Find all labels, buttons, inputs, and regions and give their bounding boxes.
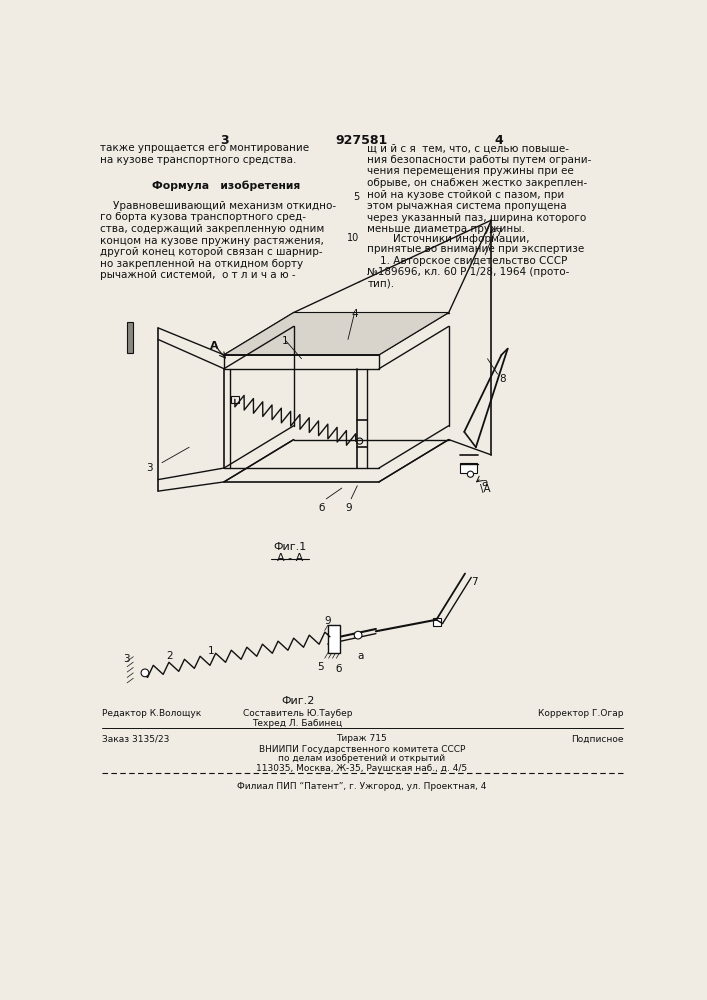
- Text: б: б: [336, 664, 342, 674]
- Text: 7: 7: [495, 228, 502, 238]
- Text: а: а: [357, 651, 363, 661]
- Text: 4: 4: [352, 309, 358, 319]
- Text: 8: 8: [499, 374, 506, 384]
- Text: 7: 7: [472, 577, 478, 587]
- Text: 927581: 927581: [336, 134, 388, 147]
- Text: \A: \A: [480, 484, 491, 494]
- Text: принятые во внимание при экспертизе
    1. Авторское свидетельство СССР
№189696,: принятые во внимание при экспертизе 1. А…: [368, 244, 585, 289]
- Text: Источники информации,: Источники информации,: [368, 234, 530, 244]
- Text: Корректор Г.Огар: Корректор Г.Огар: [537, 709, 623, 718]
- Text: Техред Л. Бабинец: Техред Л. Бабинец: [252, 719, 343, 728]
- Text: Фиг.2: Фиг.2: [281, 696, 315, 706]
- Text: Фиг.1: Фиг.1: [273, 542, 307, 552]
- Text: 1: 1: [208, 646, 214, 656]
- Text: б: б: [319, 503, 325, 513]
- Text: а: а: [481, 478, 488, 488]
- Text: А - А: А - А: [276, 553, 303, 563]
- Text: Заказ 3135/23: Заказ 3135/23: [103, 734, 170, 743]
- Text: по делам изобретений и открытий: по делам изобретений и открытий: [279, 754, 445, 763]
- Text: 9: 9: [325, 616, 332, 626]
- Text: ВНИИПИ Государственного комитета СССР: ВНИИПИ Государственного комитета СССР: [259, 745, 465, 754]
- Bar: [460, 463, 477, 473]
- Circle shape: [467, 471, 474, 477]
- Text: 10: 10: [347, 233, 360, 243]
- Text: А: А: [210, 341, 218, 351]
- Text: 113035, Москва, Ж-35, Раушская наб., д. 4/5: 113035, Москва, Ж-35, Раушская наб., д. …: [257, 764, 467, 773]
- Text: также упрощается его монтирование
на кузове транспортного средства.: также упрощается его монтирование на куз…: [100, 143, 309, 165]
- Text: 3: 3: [220, 134, 228, 147]
- Text: 3: 3: [123, 654, 130, 664]
- Text: Формула   изобретения: Формула изобретения: [152, 180, 300, 191]
- Circle shape: [354, 631, 362, 639]
- Text: 2: 2: [166, 651, 173, 661]
- Bar: [231, 396, 239, 403]
- Text: 4: 4: [495, 134, 503, 147]
- Text: 5: 5: [354, 192, 360, 202]
- Text: Составитель Ю.Таубер: Составитель Ю.Таубер: [243, 709, 352, 718]
- Text: 3: 3: [146, 463, 153, 473]
- Bar: [433, 618, 441, 626]
- Text: Филиал ПИП “Патент”, г. Ужгород, ул. Проектная, 4: Филиал ПИП “Патент”, г. Ужгород, ул. Про…: [238, 782, 486, 791]
- Text: 9: 9: [346, 503, 352, 513]
- Text: 5: 5: [317, 662, 324, 672]
- Text: Тираж 715: Тираж 715: [337, 734, 387, 743]
- Text: Редактор К.Волощук: Редактор К.Волощук: [103, 709, 201, 718]
- Text: щ и й с я  тем, что, с целью повыше-
ния безопасности работы путем ограни-
чения: щ и й с я тем, что, с целью повыше- ния …: [368, 143, 592, 234]
- Bar: [328, 625, 340, 653]
- Circle shape: [141, 669, 149, 677]
- Polygon shape: [224, 312, 449, 355]
- Polygon shape: [127, 322, 134, 353]
- Text: Подписное: Подписное: [571, 734, 623, 743]
- Text: Уравновешивающий механизм откидно-
го борта кузова транспортного сред-
ства, сод: Уравновешивающий механизм откидно- го бо…: [100, 201, 336, 280]
- Text: 1: 1: [282, 336, 288, 346]
